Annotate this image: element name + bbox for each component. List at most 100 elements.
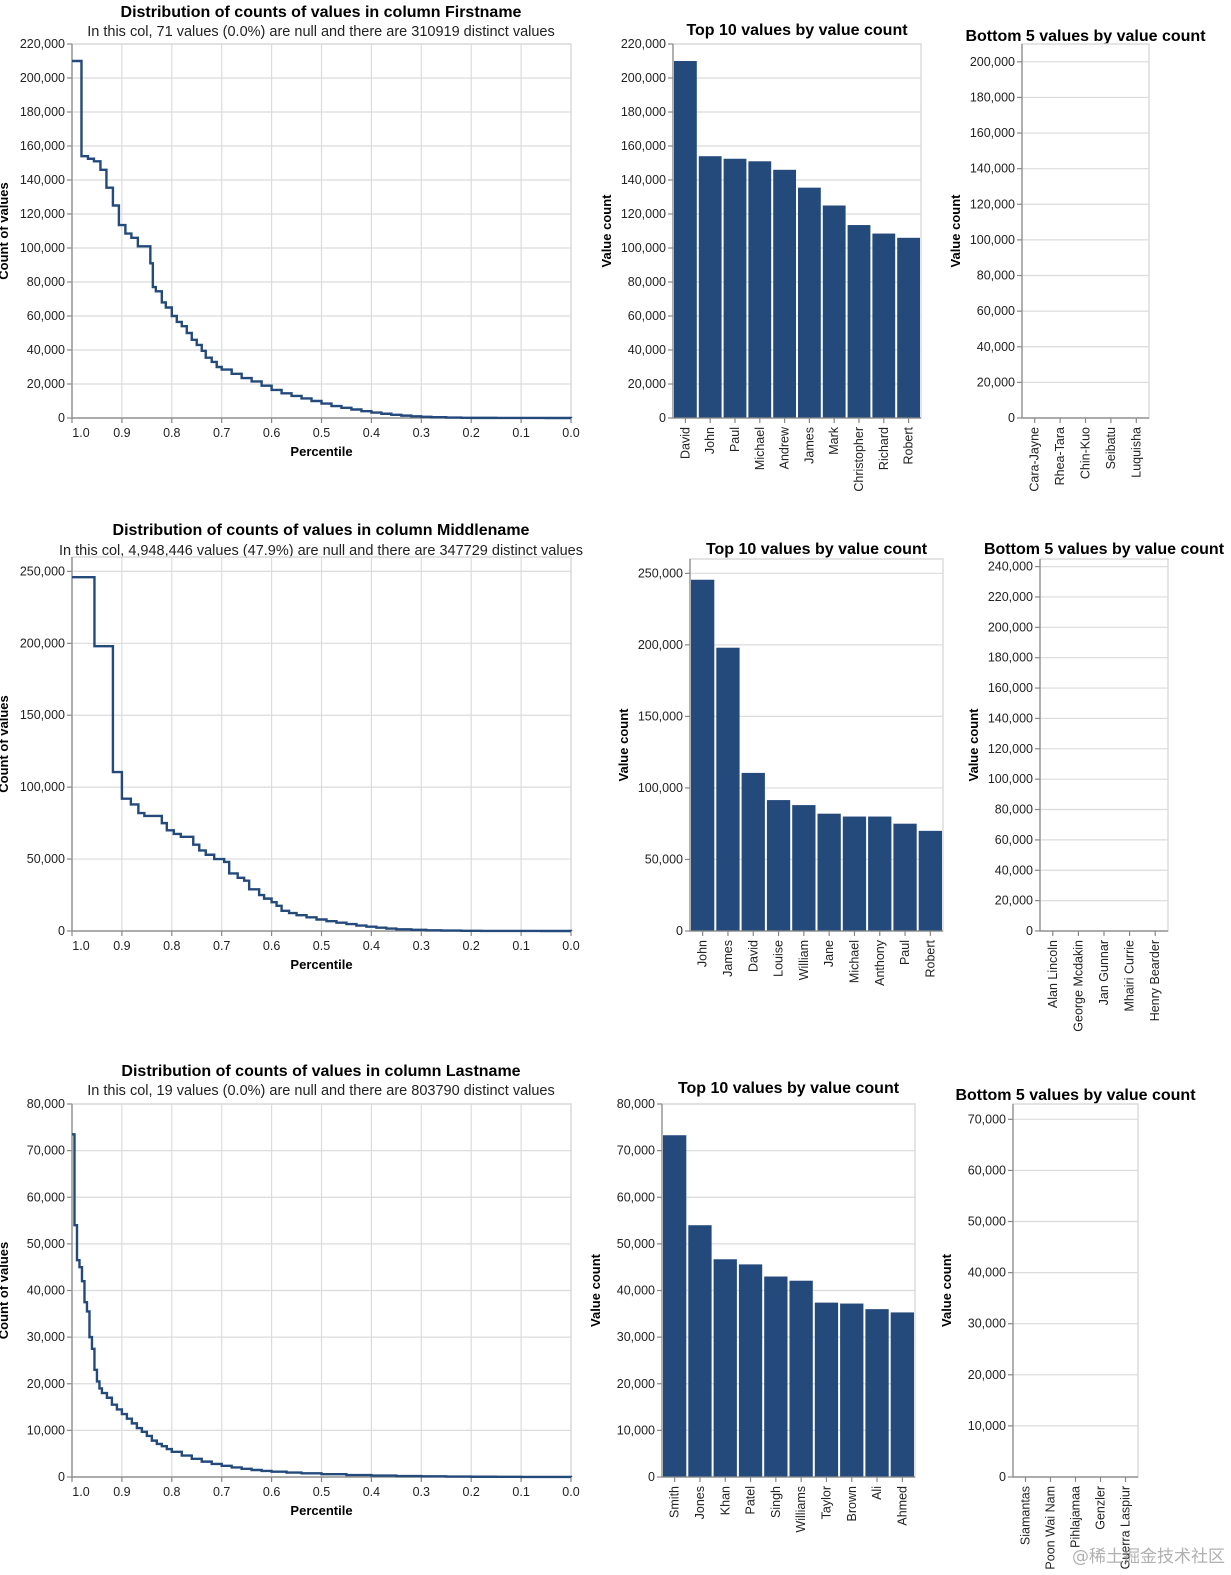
y-tick-label: 40,000 — [995, 863, 1033, 877]
y-axis-label: Count of values — [0, 182, 11, 280]
x-tick-label: 1.0 — [72, 939, 89, 953]
y-tick-label: 40,000 — [27, 343, 65, 357]
x-tick-label: David — [746, 940, 760, 972]
x-tick-label: Richard — [877, 427, 891, 470]
y-tick-label: 180,000 — [988, 651, 1033, 665]
x-tick-label: Chin-Kuo — [1079, 427, 1093, 479]
x-tick-label: 0.5 — [313, 1485, 330, 1499]
y-tick-label: 30,000 — [27, 1330, 65, 1344]
y-tick-label: 140,000 — [988, 711, 1033, 725]
x-tick-label: 0.8 — [163, 1485, 180, 1499]
y-tick-label: 60,000 — [628, 309, 666, 323]
x-tick-label: 0.6 — [263, 1485, 280, 1499]
y-tick-label: 200,000 — [20, 636, 65, 650]
bar — [663, 1135, 687, 1477]
x-tick-label: Christopher — [852, 427, 866, 492]
y-tick-label: 0 — [676, 924, 683, 938]
y-axis-label: Value count — [599, 194, 614, 268]
x-tick-label: Mark — [827, 426, 841, 455]
x-tick-label: Patel — [744, 1486, 758, 1515]
x-tick-label: Michael — [753, 427, 767, 470]
x-tick-label: 0.9 — [113, 939, 130, 953]
x-tick-label: 1.0 — [72, 426, 89, 440]
chart-title: Top 10 values by value count — [706, 541, 928, 558]
x-tick-label: Luquisha — [1129, 427, 1143, 478]
y-tick-label: 20,000 — [617, 1377, 655, 1391]
bar — [798, 187, 821, 418]
y-tick-label: 40,000 — [617, 1284, 655, 1298]
y-tick-label: 120,000 — [621, 207, 666, 221]
y-tick-label: 140,000 — [20, 173, 65, 187]
distribution-curve — [72, 1133, 573, 1479]
y-tick-label: 50,000 — [617, 1237, 655, 1251]
x-tick-label: Ahmed — [895, 1486, 909, 1526]
bar — [897, 237, 920, 418]
x-tick-label: 0.1 — [512, 426, 529, 440]
y-tick-label: 80,000 — [977, 269, 1015, 283]
distribution-curve — [72, 59, 573, 420]
x-tick-label: Louise — [772, 940, 786, 977]
bar — [674, 61, 697, 418]
x-tick-label: Rhea-Tara — [1053, 427, 1067, 485]
y-tick-label: 10,000 — [617, 1423, 655, 1437]
y-tick-label: 60,000 — [617, 1190, 655, 1204]
y-tick-label: 100,000 — [621, 241, 666, 255]
y-tick-label: 100,000 — [638, 781, 683, 795]
y-tick-label: 220,000 — [621, 37, 666, 51]
chart-title: Bottom 5 values by value count — [984, 541, 1225, 558]
y-tick-label: 160,000 — [20, 139, 65, 153]
bar — [840, 1303, 864, 1477]
y-tick-label: 200,000 — [20, 71, 65, 85]
y-tick-label: 180,000 — [20, 105, 65, 119]
bar — [741, 772, 765, 931]
bar — [691, 579, 715, 931]
y-tick-label: 40,000 — [968, 1266, 1006, 1280]
x-axis-label: Percentile — [290, 957, 352, 972]
x-tick-label: Poon Wai Nam — [1044, 1486, 1058, 1570]
x-tick-label: 0.0 — [562, 426, 579, 440]
bar — [789, 1280, 813, 1477]
y-axis-label: Value count — [966, 708, 981, 782]
chart-subtitle: In this col, 19 values (0.0%) are null a… — [87, 1083, 555, 1099]
x-tick-label: James — [802, 427, 816, 464]
x-tick-label: Michael — [847, 940, 861, 983]
y-tick-label: 20,000 — [968, 1368, 1006, 1382]
y-tick-label: 80,000 — [617, 1097, 655, 1111]
y-tick-label: 100,000 — [20, 780, 65, 794]
x-tick-label: Singh — [769, 1486, 783, 1518]
y-tick-label: 0 — [58, 924, 65, 938]
y-tick-label: 140,000 — [621, 173, 666, 187]
x-tick-label: John — [696, 940, 710, 967]
x-tick-label: John — [703, 427, 717, 454]
y-tick-label: 180,000 — [970, 90, 1015, 104]
y-axis-label: Value count — [616, 708, 631, 782]
watermark: @稀土掘金技术社区 — [1072, 1547, 1225, 1567]
y-tick-label: 0 — [1026, 924, 1033, 938]
chart-title: Distribution of counts of values in colu… — [121, 4, 522, 21]
x-tick-label: Ali — [870, 1486, 884, 1500]
y-tick-label: 20,000 — [27, 1377, 65, 1391]
x-tick-label: Mhairi Currie — [1123, 940, 1137, 1012]
x-tick-label: 0.7 — [213, 1485, 230, 1499]
bar — [792, 805, 816, 931]
x-tick-label: James — [721, 940, 735, 977]
y-tick-label: 20,000 — [628, 377, 666, 391]
y-tick-label: 60,000 — [977, 304, 1015, 318]
y-tick-label: 0 — [1008, 411, 1015, 425]
y-tick-label: 0 — [58, 411, 65, 425]
chart-subtitle: In this col, 71 values (0.0%) are null a… — [87, 24, 555, 40]
y-tick-label: 50,000 — [968, 1215, 1006, 1229]
x-tick-label: Robert — [923, 939, 937, 977]
y-tick-label: 80,000 — [27, 1097, 65, 1111]
x-tick-label: 0.0 — [562, 939, 579, 953]
bar — [723, 158, 747, 418]
chart-title: Distribution of counts of values in colu… — [121, 1063, 520, 1080]
y-tick-label: 240,000 — [988, 560, 1033, 574]
y-tick-label: 180,000 — [621, 105, 666, 119]
x-tick-label: Siamantas — [1019, 1486, 1033, 1545]
y-tick-label: 60,000 — [27, 1190, 65, 1204]
x-tick-label: 0.6 — [263, 426, 280, 440]
bar — [865, 1309, 889, 1477]
